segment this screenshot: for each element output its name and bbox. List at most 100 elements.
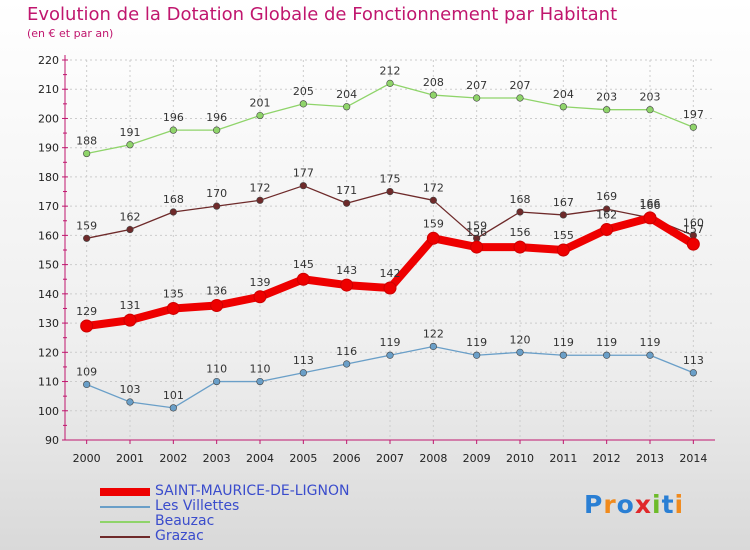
chart-title: Evolution de la Dotation Globale de Fonc… — [27, 4, 618, 25]
data-point — [473, 351, 481, 359]
data-point — [689, 369, 697, 377]
series-grazac: 159 162 168 170 172 177 171 175 172 159 168 167 169 1… — [76, 167, 704, 242]
data-label: 205 — [293, 85, 314, 98]
data-point — [343, 199, 351, 207]
x-tick-label: 2009 — [463, 452, 491, 465]
data-point — [689, 123, 697, 131]
data-point — [169, 208, 177, 216]
data-label: 119 — [380, 336, 401, 349]
data-point — [343, 103, 351, 111]
data-point — [516, 208, 524, 216]
data-label: 172 — [250, 181, 271, 194]
legend-swatch — [100, 487, 150, 496]
data-label: 208 — [423, 76, 444, 89]
y-tick-label: 200 — [38, 112, 59, 125]
data-label: 145 — [293, 258, 314, 271]
data-label: 204 — [553, 88, 574, 101]
data-point — [213, 126, 221, 134]
y-tick-label: 190 — [38, 142, 59, 155]
logo-letter: i — [652, 490, 662, 519]
data-label: 119 — [596, 336, 617, 349]
x-tick-label: 2008 — [419, 452, 447, 465]
data-label: 207 — [510, 79, 531, 92]
data-label: 169 — [596, 190, 617, 203]
logo-letter: o — [616, 490, 635, 519]
y-tick-label: 170 — [38, 200, 59, 213]
data-label: 139 — [250, 276, 271, 289]
data-point — [126, 398, 134, 406]
data-point — [256, 111, 264, 120]
data-label: 160 — [683, 216, 704, 229]
y-tick-label: 110 — [38, 376, 59, 389]
x-tick-label: 2003 — [203, 452, 231, 465]
data-label: 119 — [553, 336, 574, 349]
data-label: 120 — [510, 333, 531, 346]
legend-swatch — [100, 520, 150, 523]
legend-item: SAINT-MAURICE-DE-LIGNON — [100, 484, 350, 499]
data-label: 122 — [423, 327, 444, 340]
legend-swatch — [100, 505, 150, 508]
chart-subtitle: (en € et par an) — [27, 27, 114, 40]
data-label: 113 — [683, 354, 704, 367]
x-tick-label: 2004 — [246, 452, 274, 465]
x-tick-label: 2006 — [333, 452, 361, 465]
data-label: 166 — [640, 197, 661, 210]
data-label: 188 — [76, 135, 97, 148]
data-label: 170 — [206, 187, 227, 200]
data-label: 207 — [466, 79, 487, 92]
data-point — [559, 103, 567, 111]
data-label: 203 — [640, 91, 661, 104]
data-label: 191 — [120, 126, 141, 139]
legend-label: Grazac — [155, 528, 204, 544]
data-label: 196 — [163, 111, 184, 124]
data-point — [470, 240, 484, 254]
legend-item: Beauzac — [100, 514, 350, 529]
series-beauzac: 188 191 196 196 201 205 204 212 208 207 207 204 203 2… — [76, 64, 704, 158]
data-point — [516, 94, 524, 102]
x-tick-label: 2013 — [636, 452, 664, 465]
data-label: 162 — [120, 211, 141, 224]
data-point — [296, 272, 310, 286]
x-tick-label: 2007 — [376, 452, 404, 465]
data-label: 155 — [553, 229, 574, 242]
logo-letter: x — [634, 490, 652, 519]
data-label: 131 — [120, 299, 141, 312]
data-label: 175 — [380, 173, 401, 186]
data-point — [340, 278, 354, 292]
data-label: 156 — [510, 226, 531, 239]
data-point — [600, 223, 614, 237]
data-label: 142 — [380, 267, 401, 280]
data-label: 135 — [163, 287, 184, 300]
y-tick-label: 90 — [45, 434, 59, 447]
data-label: 119 — [466, 336, 487, 349]
data-label: 159 — [466, 219, 487, 232]
data-label: 204 — [336, 88, 357, 101]
data-point — [516, 348, 524, 356]
y-tick-label: 180 — [38, 171, 59, 184]
chart-legend: SAINT-MAURICE-DE-LIGNON Les Villettes Beau… — [100, 484, 350, 544]
data-label: 168 — [163, 193, 184, 206]
data-label: 167 — [553, 196, 574, 209]
data-point — [80, 319, 94, 333]
data-point — [253, 290, 267, 304]
data-label: 103 — [120, 383, 141, 396]
data-point — [213, 377, 221, 386]
data-point — [169, 126, 177, 134]
data-label: 162 — [596, 209, 617, 222]
data-point — [256, 377, 264, 386]
data-point — [83, 149, 91, 158]
legend-label: Beauzac — [155, 513, 215, 529]
data-point — [686, 237, 700, 251]
data-label: 157 — [683, 223, 704, 236]
data-point — [603, 106, 611, 114]
data-point — [126, 225, 134, 234]
data-point — [559, 351, 567, 359]
data-point — [123, 313, 137, 327]
data-point — [646, 106, 654, 114]
legend-item: Les Villettes — [100, 499, 350, 514]
x-tick-label: 2010 — [506, 452, 534, 465]
data-point — [386, 79, 394, 87]
data-point — [299, 369, 307, 377]
